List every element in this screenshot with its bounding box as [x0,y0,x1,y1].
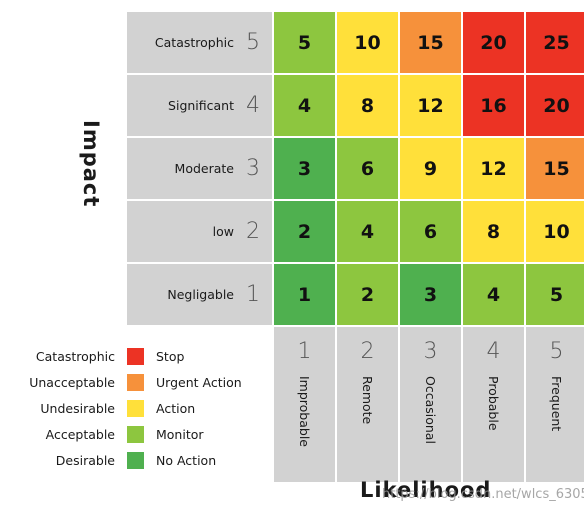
risk-score-cell: 4 [274,75,335,136]
risk-score-cell: 15 [526,138,584,199]
legend-item: Acceptable Monitor [6,421,242,447]
legend-action-label: Monitor [156,426,204,442]
risk-matrix: Catastrophic 5 5 10 15 20 25 Significant 4 4 8 12 16… [127,12,584,482]
legend: Catastrophic Stop Unacceptable Urgent Actio… [6,343,242,473]
risk-score-cell: 8 [337,75,398,136]
legend-level-label: Catastrophic [35,348,115,364]
risk-score-cell: 5 [526,264,584,325]
risk-score-cell: 5 [274,12,335,73]
likelihood-column-label: 3 Occasional [400,327,461,482]
impact-level-number: 3 [246,156,260,181]
impact-level-number: 5 [246,30,260,55]
legend-color-swatch [127,373,144,391]
legend-item: Undesirable Action [6,395,242,421]
likelihood-level-name: Remote [360,376,375,425]
impact-level-number: 4 [246,93,260,118]
likelihood-level-name: Occasional [423,376,438,444]
likelihood-level-name: Improbable [297,376,312,448]
risk-score-cell: 1 [274,264,335,325]
legend-item: Desirable No Action [6,447,242,473]
matrix-corner [127,327,272,482]
likelihood-level-number: 1 [297,339,312,364]
risk-score-cell: 6 [337,138,398,199]
likelihood-level-number: 3 [423,339,438,364]
risk-score-cell: 3 [400,264,461,325]
legend-color-swatch [127,425,144,443]
legend-level-label: Acceptable [45,426,115,442]
risk-score-cell: 10 [526,201,584,262]
legend-color-swatch [127,399,144,417]
impact-level-number: 2 [246,219,260,244]
impact-level-name: Catastrophic [154,35,234,50]
risk-score-cell: 16 [463,75,524,136]
risk-score-cell: 2 [274,201,335,262]
legend-action-label: No Action [156,452,217,468]
legend-color-swatch [127,451,144,469]
impact-level-name: Negligable [167,287,234,302]
risk-score-cell: 3 [274,138,335,199]
risk-score-cell: 2 [337,264,398,325]
likelihood-level-number: 2 [360,339,375,364]
likelihood-column-label: 1 Improbable [274,327,335,482]
likelihood-column-label: 2 Remote [337,327,398,482]
impact-axis-title: Impact [79,120,103,208]
risk-score-cell: 20 [526,75,584,136]
likelihood-column-label: 4 Probable [463,327,524,482]
risk-score-cell: 4 [463,264,524,325]
risk-score-cell: 12 [400,75,461,136]
legend-action-label: Urgent Action [156,374,242,390]
risk-score-cell: 20 [463,12,524,73]
likelihood-axis-title: Likelihood [360,478,492,502]
likelihood-level-name: Probable [486,376,501,431]
legend-color-swatch [127,347,144,365]
legend-action-label: Action [156,400,196,416]
risk-score-cell: 25 [526,12,584,73]
impact-row-label: Significant 4 [127,75,272,136]
legend-level-label: Unacceptable [29,374,115,390]
risk-score-cell: 10 [337,12,398,73]
risk-score-cell: 6 [400,201,461,262]
impact-row-label: Moderate 3 [127,138,272,199]
legend-item: Unacceptable Urgent Action [6,369,242,395]
risk-score-cell: 8 [463,201,524,262]
watermark: https://blog.csdn.net/wlcs_6305 [382,487,584,502]
impact-level-name: low [212,224,234,239]
risk-score-cell: 9 [400,138,461,199]
legend-item: Catastrophic Stop [6,343,242,369]
likelihood-level-name: Frequent [549,376,564,432]
impact-level-name: Moderate [174,161,234,176]
likelihood-level-number: 5 [549,339,564,364]
likelihood-column-label: 5 Frequent [526,327,584,482]
legend-level-label: Desirable [55,452,115,468]
impact-row-label: Negligable 1 [127,264,272,325]
impact-row-label: Catastrophic 5 [127,12,272,73]
legend-level-label: Undesirable [40,400,115,416]
likelihood-level-number: 4 [486,339,501,364]
risk-score-cell: 4 [337,201,398,262]
impact-row-label: low 2 [127,201,272,262]
impact-level-name: Significant [168,98,234,113]
legend-action-label: Stop [156,348,185,364]
risk-score-cell: 15 [400,12,461,73]
impact-level-number: 1 [246,282,260,307]
risk-score-cell: 12 [463,138,524,199]
